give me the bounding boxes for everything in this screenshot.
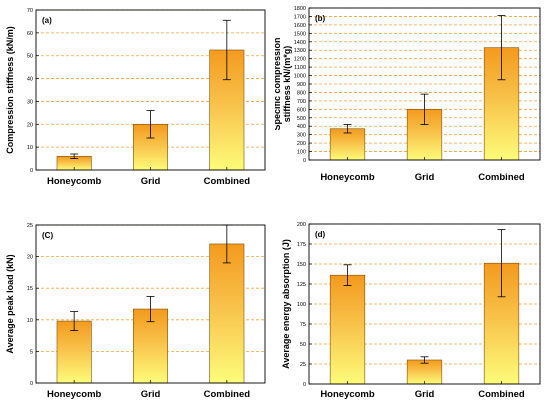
y-tick-label: 800 (297, 90, 306, 96)
y-tick-label: 10 (27, 318, 33, 324)
panel-label: (d) (315, 230, 326, 239)
category-label: Honeycomb (320, 389, 375, 400)
y-tick-label: 600 (297, 107, 306, 113)
y-tick-label: 1700 (294, 14, 306, 20)
category-label: Grid (415, 389, 435, 400)
y-tick-label: 1600 (294, 23, 306, 29)
bar-grid (406, 359, 443, 385)
error-bar-combined (497, 15, 506, 81)
y-tick-label: 25 (27, 223, 33, 229)
y-tick-label: 1500 (294, 31, 306, 37)
y-tick-label: 200 (297, 141, 306, 147)
y-tick-label: 100 (297, 302, 306, 308)
category-label: Honeycomb (47, 389, 102, 400)
y-tick-label: 1400 (294, 40, 306, 46)
category-label: Grid (415, 172, 435, 183)
category-label: Combined (478, 389, 525, 400)
y-tick-label: 60 (27, 31, 33, 37)
y-tick-label: 5 (30, 349, 33, 355)
bar-honeycomb (56, 320, 92, 384)
y-tick-label: 20 (27, 122, 33, 128)
y-tick-label: 30 (27, 99, 33, 105)
chart-b: Honeycomb Grid Combined 0 100 200 300 400 500 600… (275, 6, 541, 183)
category-label: Honeycomb (47, 176, 102, 187)
y-tick-label: 50 (27, 54, 33, 60)
error-bar-honeycomb (343, 124, 352, 134)
y-tick-label: 50 (300, 342, 306, 348)
error-bar-grid (146, 296, 155, 323)
y-tick-label: 10 (27, 145, 33, 151)
y-axis-label: Specific compressionstiffness kN/(m*g) (275, 37, 292, 130)
y-tick-label: 1300 (294, 48, 306, 54)
y-tick-label: 175 (297, 242, 306, 248)
bar-honeycomb (329, 128, 366, 161)
y-tick-label: 300 (297, 133, 306, 139)
y-tick-label: 1800 (294, 6, 306, 12)
y-tick-label: 900 (297, 82, 306, 88)
y-axis-label: Average energy absorption (J) (281, 239, 291, 369)
chart-d: Honeycomb Grid Combined 0 25 50 75 100 125 150 175… (281, 222, 541, 400)
y-tick-label: 400 (297, 124, 306, 130)
bar-honeycomb (329, 274, 366, 385)
category-label: Grid (141, 176, 161, 187)
panel-label: (b) (315, 14, 326, 23)
y-tick-label: 20 (27, 255, 33, 261)
error-bar-honeycomb (70, 311, 79, 331)
y-tick-label: 15 (27, 286, 33, 292)
bar-combined (209, 243, 245, 384)
y-tick-label: 1000 (294, 74, 306, 80)
category-label: Combined (204, 176, 251, 187)
error-bar-grid (420, 356, 429, 364)
y-tick-label: 0 (30, 168, 33, 174)
y-tick-label: 25 (300, 362, 306, 368)
category-label: Grid (141, 389, 161, 400)
y-axis-label: Compression stiffness (kN/m) (5, 26, 15, 154)
y-axis-label: Average peak load (kN) (5, 254, 15, 353)
y-tick-label: 70 (27, 8, 33, 14)
y-tick-label: 125 (297, 282, 306, 288)
error-bar-grid (420, 93, 429, 125)
y-tick-label: 700 (297, 99, 306, 105)
error-bar-honeycomb (70, 153, 79, 159)
y-tick-label: 40 (27, 77, 33, 83)
y-tick-label: 150 (297, 262, 306, 268)
error-bar-combined (497, 229, 506, 298)
y-tick-label: 0 (303, 158, 306, 164)
error-bar-combined (222, 19, 231, 81)
error-bar-grid (146, 110, 155, 139)
panel-label: (C) (42, 231, 53, 240)
y-tick-label: 0 (303, 382, 306, 388)
y-tick-label: 75 (300, 322, 306, 328)
y-tick-label: 0 (30, 381, 33, 387)
error-bar-honeycomb (343, 264, 352, 286)
chart-a: Honeycomb Grid Combined 0 10 20 30 40 50 60 70 (a) C… (5, 8, 266, 187)
y-tick-label: 500 (297, 116, 306, 122)
y-tick-label: 100 (297, 150, 306, 156)
category-label: Honeycomb (320, 172, 375, 183)
chart-c: Honeycomb Grid Combined 0 5 10 15 20 25 (C) Averag… (5, 223, 266, 400)
y-tick-label: 1200 (294, 57, 306, 63)
y-tick-label: 200 (297, 222, 306, 228)
panel-label: (a) (42, 16, 52, 25)
category-label: Combined (478, 172, 525, 183)
y-tick-label: 1100 (294, 65, 306, 71)
category-label: Combined (204, 389, 251, 400)
